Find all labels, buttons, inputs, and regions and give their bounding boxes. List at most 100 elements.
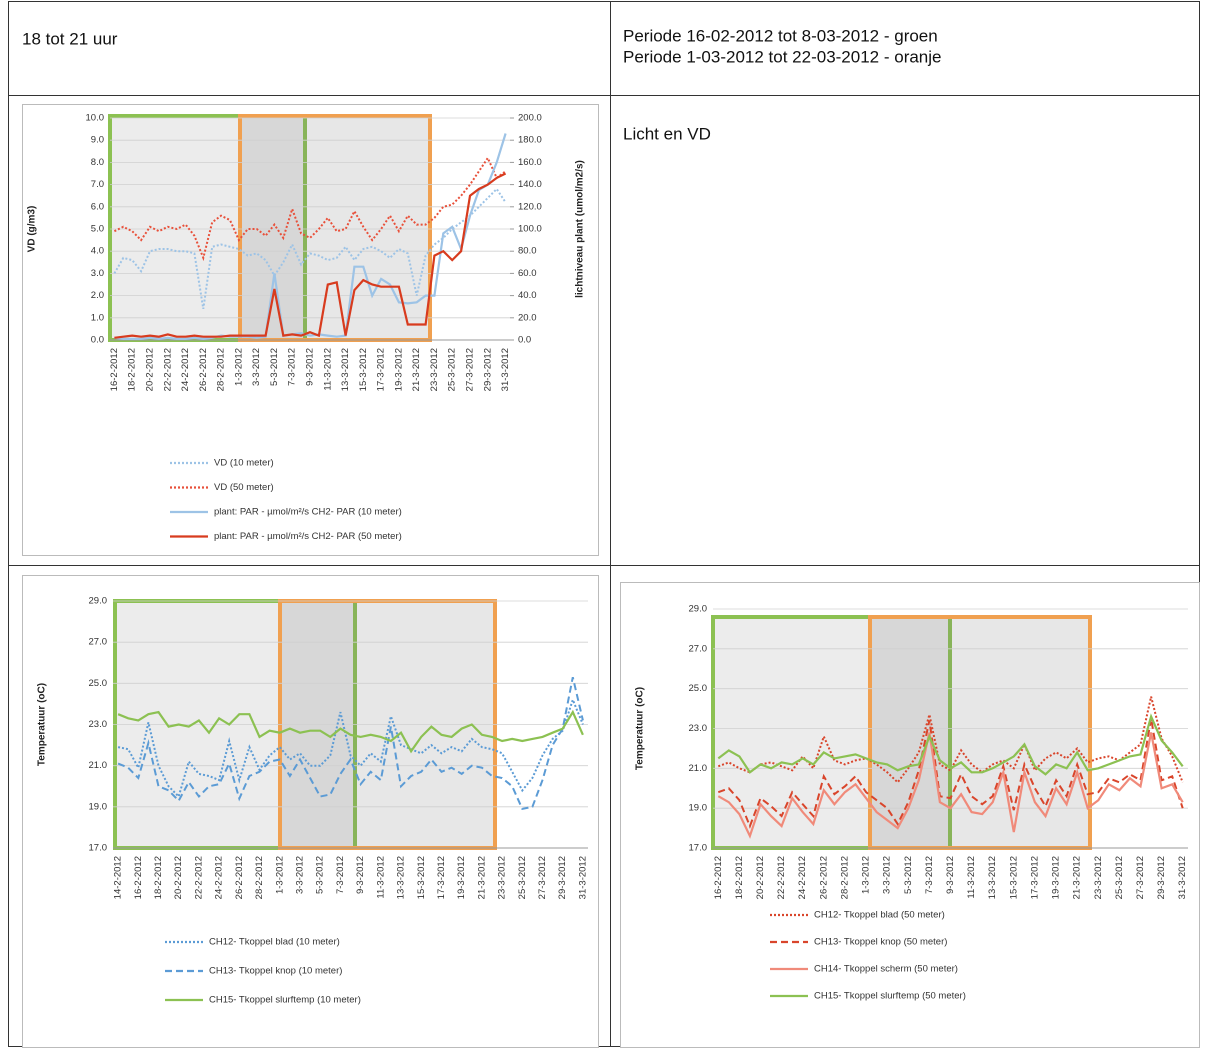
y-tick-label: 21.0 <box>89 760 108 771</box>
x-tick-label: 15-3-2012 <box>358 348 369 391</box>
x-tick-label: 24-2-2012 <box>180 348 191 391</box>
x-tick-label: 11-3-2012 <box>966 856 977 899</box>
x-tick-label: 9-3-2012 <box>305 348 316 386</box>
y-tick-label: 8.0 <box>91 157 104 168</box>
y-tick-label: 23.0 <box>89 719 108 730</box>
series-line <box>117 676 584 811</box>
x-tick-label: 16-2-2012 <box>133 856 144 899</box>
x-tick-label: 24-2-2012 <box>214 856 225 899</box>
x-tick-label: 25-3-2012 <box>1114 856 1125 899</box>
x-tick-label: 18-2-2012 <box>127 348 138 391</box>
x-tick-label: 31-3-2012 <box>1177 856 1188 899</box>
x-tick-label: 31-3-2012 <box>500 348 511 391</box>
x-tick-label: 26-2-2012 <box>198 348 209 391</box>
y2-tick-label: 140.0 <box>518 179 542 190</box>
x-tick-label: 19-3-2012 <box>456 856 467 899</box>
x-tick-label: 29-3-2012 <box>482 348 493 391</box>
x-tick-label: 27-3-2012 <box>465 348 476 391</box>
series-line <box>114 133 507 341</box>
x-tick-label: 28-2-2012 <box>254 856 265 899</box>
x-tick-label: 3-3-2012 <box>882 856 893 894</box>
x-tick-label: 23-3-2012 <box>429 348 440 391</box>
y-tick-label: 27.0 <box>689 643 708 654</box>
x-tick-label: 18-2-2012 <box>734 856 745 899</box>
cell-period: Periode 16-02-2012 tot 8-03-2012 - groen <box>623 26 938 45</box>
y-tick-label: 1.0 <box>91 312 104 323</box>
y-axis-title: Temperatuur (oC) <box>635 687 646 770</box>
x-tick-label: 11-3-2012 <box>375 856 386 899</box>
y-tick-label: 19.0 <box>689 803 708 814</box>
y2-tick-label: 40.0 <box>518 290 537 301</box>
y2-tick-label: 200.0 <box>518 113 542 124</box>
x-tick-label: 9-3-2012 <box>945 856 956 894</box>
y-tick-label: 29.0 <box>89 596 108 607</box>
y-axis-title: Temperatuur (oC) <box>37 683 48 766</box>
x-tick-label: 22-2-2012 <box>162 348 173 391</box>
x-tick-label: 26-2-2012 <box>234 856 245 899</box>
x-tick-label: 31-3-2012 <box>577 856 588 899</box>
series-line <box>717 732 1184 839</box>
x-tick-label: 29-3-2012 <box>557 856 568 899</box>
x-tick-label: 22-2-2012 <box>193 856 204 899</box>
y2-tick-label: 60.0 <box>518 268 537 279</box>
x-tick-label: 29-3-2012 <box>1156 856 1167 899</box>
series-line <box>113 187 507 310</box>
x-tick-label: 15-3-2012 <box>1008 856 1019 899</box>
x-tick-label: 21-3-2012 <box>1072 856 1083 899</box>
y-tick-label: 0.0 <box>91 335 104 346</box>
legend-label: plant: PAR - µmol/m²/s CH2- PAR (50 mete… <box>214 531 402 542</box>
x-tick-label: 21-3-2012 <box>411 348 422 391</box>
x-tick-label: 15-3-2012 <box>416 856 427 899</box>
y-tick-label: 25.0 <box>89 678 108 689</box>
x-tick-label: 28-2-2012 <box>216 348 227 391</box>
x-tick-label: 3-3-2012 <box>251 348 262 386</box>
x-tick-label: 11-3-2012 <box>322 348 333 391</box>
y2-tick-label: 160.0 <box>518 157 542 168</box>
y-tick-label: 5.0 <box>91 224 104 235</box>
cell-period: Periode 1-03-2012 tot 22-03-2012 - oranj… <box>623 47 942 66</box>
x-tick-label: 20-2-2012 <box>755 856 766 899</box>
x-tick-label: 27-3-2012 <box>537 856 548 899</box>
x-tick-label: 18-2-2012 <box>153 856 164 899</box>
x-tick-label: 13-3-2012 <box>987 856 998 899</box>
x-tick-label: 5-3-2012 <box>269 348 280 386</box>
y-tick-label: 17.0 <box>89 843 108 854</box>
x-tick-label: 1-3-2012 <box>861 856 872 894</box>
x-tick-label: 17-3-2012 <box>376 348 387 391</box>
x-tick-label: 28-2-2012 <box>839 856 850 899</box>
x-tick-label: 22-2-2012 <box>776 856 787 899</box>
y-tick-label: 21.0 <box>689 763 708 774</box>
x-tick-label: 1-3-2012 <box>233 348 244 386</box>
x-tick-label: 7-3-2012 <box>287 348 298 386</box>
legend-label: CH13- Tkoppel knop (50 meter) <box>814 937 947 948</box>
x-tick-label: 19-3-2012 <box>393 348 404 391</box>
x-tick-label: 20-2-2012 <box>145 348 156 391</box>
x-tick-label: 5-3-2012 <box>903 856 914 894</box>
x-tick-label: 19-3-2012 <box>1051 856 1062 899</box>
x-tick-label: 20-2-2012 <box>173 856 184 899</box>
table-grid <box>8 1 1200 1047</box>
series-line <box>114 172 507 339</box>
x-tick-label: 7-3-2012 <box>924 856 935 894</box>
y-tick-label: 2.0 <box>91 290 104 301</box>
x-tick-label: 27-3-2012 <box>1135 856 1146 899</box>
x-tick-label: 3-3-2012 <box>294 856 305 894</box>
y2-axis-title: lichtniveau plant (umol/m2/s) <box>575 160 586 298</box>
x-tick-label: 25-3-2012 <box>447 348 458 391</box>
y-tick-label: 17.0 <box>689 843 708 854</box>
y2-tick-label: 100.0 <box>518 224 542 235</box>
x-tick-label: 5-3-2012 <box>315 856 326 894</box>
legend-label: CH15- Tkoppel slurftemp (50 meter) <box>814 991 966 1002</box>
x-tick-label: 23-3-2012 <box>1093 856 1104 899</box>
y2-tick-label: 0.0 <box>518 335 531 346</box>
cell-caption: Licht en VD <box>623 124 711 143</box>
y-tick-label: 6.0 <box>91 201 104 212</box>
x-tick-label: 17-3-2012 <box>436 856 447 899</box>
y2-tick-label: 20.0 <box>518 312 537 323</box>
legend-label: VD (10 meter) <box>214 458 274 469</box>
y2-tick-label: 180.0 <box>518 135 542 146</box>
cell-time: 18 tot 21 uur <box>22 29 118 48</box>
x-tick-label: 9-3-2012 <box>355 856 366 894</box>
series-line <box>717 713 1184 776</box>
y-tick-label: 3.0 <box>91 268 104 279</box>
